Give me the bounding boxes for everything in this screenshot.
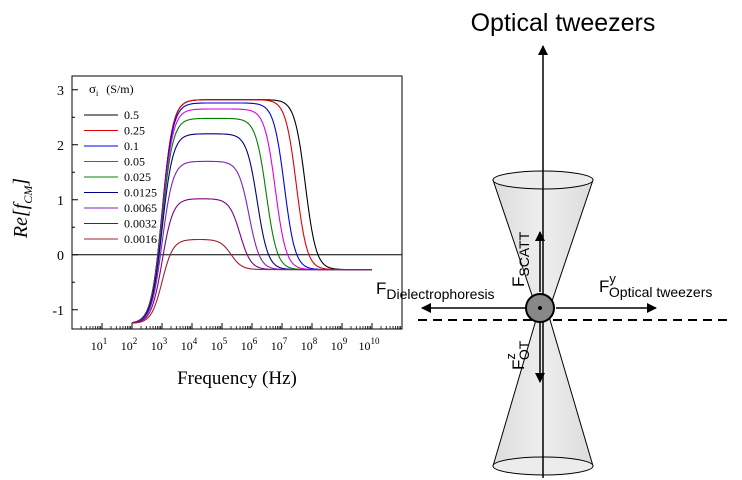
series-line-0.25 bbox=[131, 99, 372, 324]
x-tick-label: 105 bbox=[211, 336, 228, 353]
cm-factor-chart: -1 0 1 2 3 101 102 103 104 105 106 107 108 109 1010 σ… bbox=[10, 75, 403, 389]
x-tick-label: 104 bbox=[181, 336, 198, 353]
y-axis-label: Re[fCM] bbox=[10, 178, 35, 239]
series-line-0.5 bbox=[131, 99, 372, 324]
legend-label: 0.25 bbox=[124, 124, 145, 138]
legend-label: 0.0125 bbox=[124, 186, 157, 200]
force-label-optical-tweezers-y: Fy Optical tweezers bbox=[599, 271, 712, 300]
legend-label: 0.1 bbox=[124, 139, 139, 153]
series-line-0.0065 bbox=[131, 160, 372, 324]
legend-label: 0.05 bbox=[124, 155, 145, 169]
x-tick-label: 109 bbox=[331, 336, 348, 353]
legend-title: σi (S/m) bbox=[89, 81, 134, 98]
y-tick-label: 1 bbox=[57, 194, 64, 209]
x-tick-label: 101 bbox=[91, 336, 108, 353]
x-axis-label: Frequency (Hz) bbox=[177, 368, 297, 389]
series-line-0.1 bbox=[131, 102, 372, 324]
force-label-scattering: FSCATT bbox=[509, 231, 532, 287]
particle-center-dot bbox=[538, 306, 542, 310]
diagram-title: Optical tweezers bbox=[471, 9, 656, 37]
x-tick-label: 103 bbox=[151, 336, 168, 353]
x-tick-label: 106 bbox=[241, 336, 258, 353]
x-axis-ticks: 101 102 103 104 105 106 107 108 109 1010 bbox=[80, 323, 402, 353]
y-tick-label: 0 bbox=[57, 249, 64, 264]
x-tick-label: 108 bbox=[301, 336, 318, 353]
series-line-0.05 bbox=[131, 108, 372, 324]
x-tick-label: 102 bbox=[121, 336, 138, 353]
y-tick-label: 3 bbox=[57, 84, 64, 99]
force-label-dielectrophoresis: FDielectrophoresis bbox=[376, 279, 495, 302]
legend-label: 0.0016 bbox=[124, 232, 157, 246]
legend-label: 0.0065 bbox=[124, 201, 157, 215]
plot-frame bbox=[71, 75, 403, 330]
legend-label: 0.5 bbox=[124, 108, 139, 122]
x-tick-label: 1010 bbox=[359, 336, 381, 353]
y-axis-ticks: -1 0 1 2 3 bbox=[52, 84, 78, 319]
series-line-0.0016 bbox=[131, 238, 372, 324]
x-tick-label: 107 bbox=[271, 336, 288, 353]
legend-label: 0.025 bbox=[124, 170, 151, 184]
series-curves bbox=[131, 99, 372, 324]
force-label-optical-tweezers-z: FzOT bbox=[503, 340, 532, 370]
optical-tweezers-diagram: Optical tweezers FDielectrophoresis Fy Op… bbox=[376, 9, 728, 478]
legend-label: 0.0032 bbox=[124, 217, 157, 231]
y-tick-label: 2 bbox=[57, 139, 64, 154]
y-tick-label: -1 bbox=[52, 304, 64, 319]
series-line-0.025 bbox=[131, 117, 372, 324]
